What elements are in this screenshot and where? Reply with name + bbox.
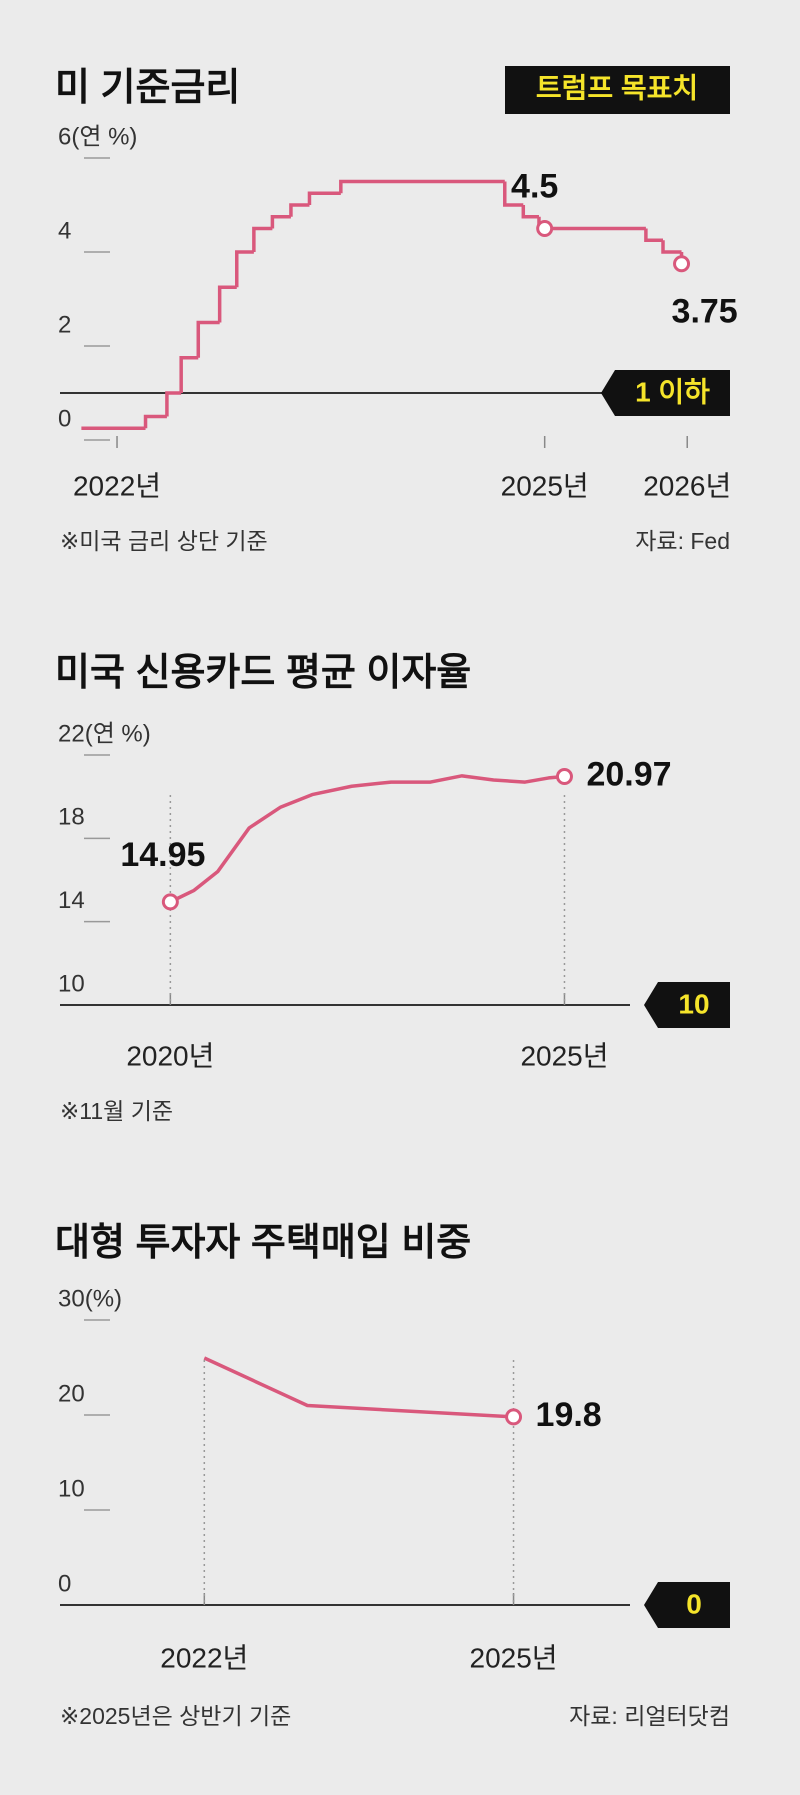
legend-badge — [505, 66, 730, 114]
point-label: 19.8 — [536, 1396, 602, 1434]
point-label: 3.75 — [672, 293, 738, 331]
step-segment — [270, 215, 291, 229]
point-marker — [536, 220, 554, 237]
x-tick-label: 2025년 — [520, 1040, 608, 1071]
x-tick-label: 2022년 — [73, 470, 161, 501]
point-marker — [161, 893, 179, 911]
target-badge — [601, 370, 730, 416]
y-tick-label: 0 — [58, 405, 71, 432]
data-line — [203, 1356, 514, 1419]
step-segment — [537, 216, 646, 231]
y-tick-label: 10 — [58, 1475, 85, 1502]
chart-title: 미국 신용카드 평균 이자율 — [55, 652, 471, 694]
x-tick-label: 2025년 — [470, 1642, 558, 1673]
step-segment — [307, 191, 341, 205]
y-tick-label: 2 — [58, 311, 71, 338]
step-segment — [143, 414, 167, 429]
target-badge — [644, 1582, 730, 1628]
y-tick-label: 18 — [58, 804, 85, 831]
chart-title: 미 기준금리 — [55, 67, 240, 109]
source: 자료: 리얼터닷컴 — [569, 1703, 730, 1729]
target-label: 10 — [678, 988, 709, 1019]
step-segment — [235, 250, 254, 288]
point-label: 4.5 — [511, 167, 558, 205]
footnote: ※11월 기준 — [60, 1098, 173, 1124]
target-label: 1 이하 — [635, 376, 710, 407]
target-label: 0 — [686, 1588, 702, 1619]
x-tick-label: 2026년 — [643, 470, 731, 501]
legend-label: 트럼프 목표치 — [536, 72, 698, 103]
point-label: 14.95 — [120, 836, 205, 874]
y-tick-label: 22(연 %) — [58, 720, 151, 747]
step-segment — [503, 181, 524, 207]
point-marker — [673, 255, 691, 273]
step-segment — [661, 240, 682, 254]
footnote: ※2025년은 상반기 기준 — [60, 1703, 291, 1729]
y-tick-label: 10 — [58, 970, 85, 997]
point-marker — [505, 1408, 523, 1426]
step-segment — [217, 285, 237, 323]
step-segment — [196, 320, 220, 358]
step-segment — [252, 226, 273, 252]
target-badge — [644, 982, 730, 1028]
step-segment — [339, 179, 505, 194]
step-segment — [179, 356, 199, 393]
y-tick-label: 30(%) — [58, 1285, 122, 1312]
step-segment — [289, 203, 310, 217]
y-tick-label: 4 — [58, 217, 71, 244]
step-segment — [165, 391, 182, 417]
y-tick-label: 6(연 %) — [58, 123, 137, 150]
step-segment — [521, 205, 539, 219]
x-tick-label: 2020년 — [126, 1040, 214, 1071]
source: 자료: Fed — [635, 528, 730, 554]
y-tick-label: 14 — [58, 887, 85, 914]
point-marker — [555, 767, 573, 785]
chart-title: 대형 투자자 주택매입 비중 — [55, 1222, 471, 1264]
x-tick-label: 2025년 — [501, 470, 589, 501]
footnote: ※미국 금리 상단 기준 — [60, 528, 268, 554]
y-tick-label: 20 — [58, 1380, 85, 1407]
step-segment — [644, 228, 663, 242]
y-tick-label: 0 — [58, 1570, 71, 1597]
x-tick-label: 2022년 — [160, 1642, 248, 1673]
data-line — [169, 774, 565, 904]
point-label: 20.97 — [586, 755, 671, 793]
